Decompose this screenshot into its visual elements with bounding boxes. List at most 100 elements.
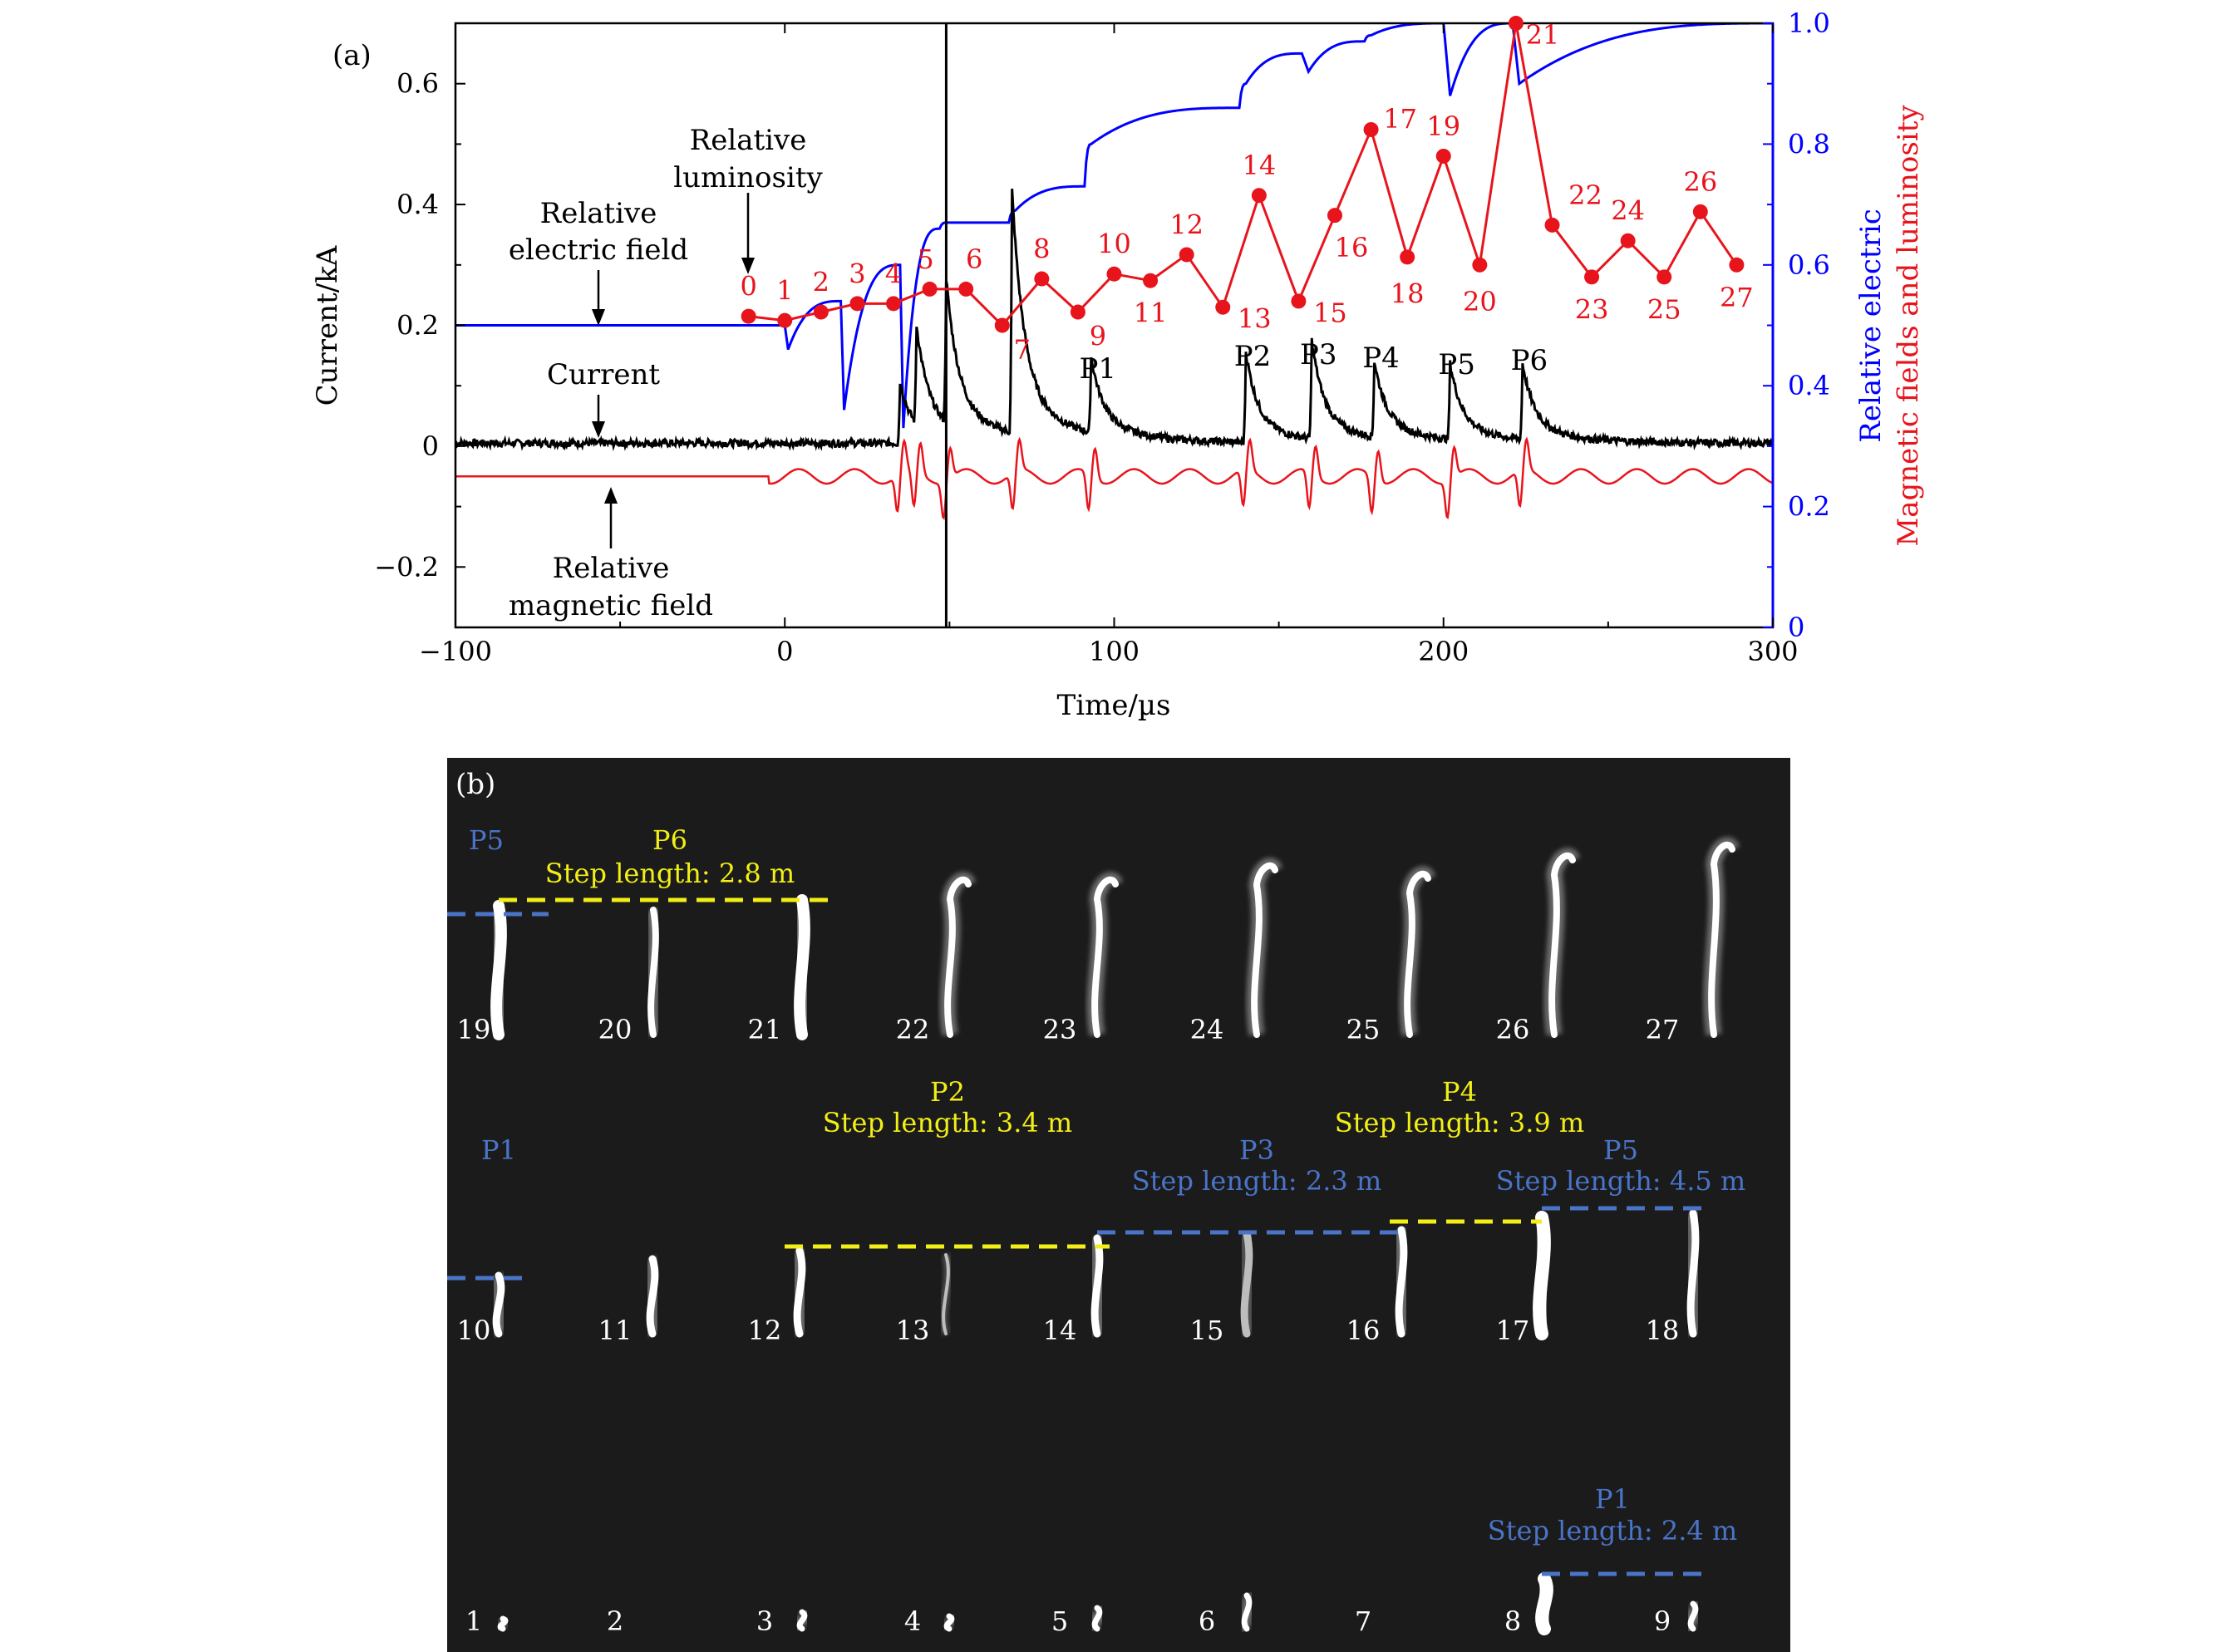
frame-label: 14 — [1043, 1315, 1077, 1346]
frame-label: 2 — [607, 1605, 623, 1637]
arrowhead-current — [592, 421, 605, 438]
frame-label: 22 — [896, 1014, 930, 1045]
y-axis-right-label-1: Relative electric — [1854, 209, 1888, 443]
mid-p2-label: P2 — [930, 1076, 965, 1108]
luminosity-point-label: 7 — [1014, 334, 1031, 366]
arrowhead-luminosity — [741, 258, 755, 274]
leader-streak — [1251, 862, 1278, 1038]
luminosity-point-label: 25 — [1647, 293, 1681, 325]
annotation-magnetic-2: magnetic field — [509, 589, 713, 622]
luminosity-point — [777, 312, 793, 328]
bot-p1-label: P1 — [1595, 1483, 1630, 1515]
frame-label: 24 — [1190, 1014, 1224, 1045]
frame-label: 16 — [1346, 1315, 1381, 1346]
leader-streak — [1395, 1226, 1408, 1338]
luminosity-point-label: 16 — [1335, 232, 1369, 263]
mid-p1-label: P1 — [481, 1134, 516, 1166]
leader-streak — [647, 907, 659, 1038]
luminosity-point-label: 14 — [1242, 150, 1276, 181]
mid-p5-label: P5 — [1603, 1134, 1638, 1166]
frame-label: 27 — [1646, 1014, 1680, 1045]
frame-label: 12 — [748, 1315, 782, 1346]
luminosity-point-label: 12 — [1169, 209, 1204, 240]
luminosity-points: 0 1 2 3 4 5 6789101112131415161718192021222324… — [740, 16, 1754, 366]
leader-streak — [1708, 841, 1735, 1038]
frame-label: 6 — [1199, 1605, 1215, 1637]
frame-label: 23 — [1043, 1014, 1077, 1045]
leader-streak — [1240, 1230, 1253, 1338]
luminosity-line — [748, 22, 1738, 327]
mid-p4-label: P4 — [1442, 1076, 1477, 1108]
annotation-luminosity-1: Relative — [690, 124, 807, 157]
frame-label: 20 — [598, 1014, 633, 1045]
leader-streaks — [482, 837, 1740, 1636]
y-axis-left-label: Current/kA — [311, 245, 344, 406]
y-tick-label: 0.4 — [396, 189, 439, 220]
luminosity-point-label: 20 — [1463, 286, 1497, 317]
arrowhead-electric — [592, 309, 605, 326]
leader-streak — [1535, 1572, 1553, 1635]
leader-streak — [794, 894, 810, 1040]
luminosity-point — [741, 308, 756, 324]
frame-label: 15 — [1190, 1315, 1224, 1346]
leader-streak — [943, 1613, 955, 1632]
axis-ticks: −100 0 100 200 300−0.200.20.40.600.20.40.60.… — [374, 7, 1830, 667]
annotation-electric-2: electric field — [509, 234, 688, 267]
frame-label: 3 — [756, 1605, 773, 1637]
leader-streak — [1548, 852, 1576, 1038]
luminosity-point-label: 5 — [917, 243, 933, 275]
luminosity-point-label: 4 — [885, 258, 902, 289]
chart-curves — [455, 23, 1773, 520]
leader-streak — [1091, 876, 1119, 1038]
y-axis-right-label-2: Magnetic fields and luminosity — [1892, 105, 1925, 547]
leader-streak — [793, 1246, 806, 1338]
annotation-electric-1: Relative — [540, 197, 657, 230]
leader-streak — [1091, 1605, 1103, 1632]
frame-label: 8 — [1504, 1605, 1521, 1637]
leader-streak — [646, 1255, 659, 1338]
pulse-label-p2: P2 — [1234, 340, 1272, 373]
luminosity-point-label: 15 — [1313, 297, 1347, 328]
luminosity-point — [1070, 304, 1085, 320]
luminosity-point — [1400, 249, 1415, 265]
luminosity-point-label: 8 — [1033, 234, 1050, 265]
arrowhead-magnetic — [604, 487, 618, 504]
luminosity-point-label: 13 — [1238, 303, 1272, 335]
y-tick-label: 0.2 — [396, 310, 439, 342]
luminosity-point — [1179, 247, 1194, 263]
luminosity-point — [1251, 188, 1267, 204]
y2-tick-label: 1.0 — [1788, 7, 1830, 39]
frame-label: 10 — [457, 1315, 491, 1346]
luminosity-point-label: 24 — [1611, 195, 1645, 227]
luminosity-point-label: 17 — [1383, 103, 1417, 135]
mid-p2-step: Step length: 3.4 m — [823, 1107, 1072, 1138]
leader-streak — [1533, 1211, 1551, 1340]
x-tick-label: 300 — [1747, 636, 1798, 667]
luminosity-point-label: 21 — [1526, 19, 1560, 51]
luminosity-point — [886, 296, 902, 312]
bot-p1-step: Step length: 2.4 m — [1488, 1515, 1737, 1546]
luminosity-point-label: 6 — [966, 243, 982, 275]
luminosity-point — [1656, 269, 1672, 285]
y2-tick-label: 0.4 — [1788, 370, 1830, 401]
luminosity-point-label: 26 — [1683, 166, 1717, 198]
current-series — [455, 188, 1773, 452]
panel-a-chart: (a) −100 0 100 200 300−0.200.20.40.600.20.40… — [311, 7, 1925, 722]
luminosity-point — [922, 281, 938, 297]
pulse-label-p4: P4 — [1362, 342, 1400, 375]
luminosity-point — [1544, 217, 1560, 233]
frame-label: 4 — [904, 1605, 921, 1637]
frame-label: 19 — [457, 1014, 491, 1045]
mid-p5-step: Step length: 4.5 m — [1496, 1165, 1745, 1197]
leader-streak — [1687, 1600, 1699, 1632]
y-tick-label: 0 — [422, 430, 439, 462]
luminosity-point — [994, 317, 1010, 333]
pulse-label-p5: P5 — [1438, 348, 1475, 381]
luminosity-point — [1692, 204, 1708, 219]
luminosity-point — [813, 304, 829, 320]
panel-a-label: (a) — [332, 39, 372, 72]
frame-label: 11 — [598, 1315, 633, 1346]
